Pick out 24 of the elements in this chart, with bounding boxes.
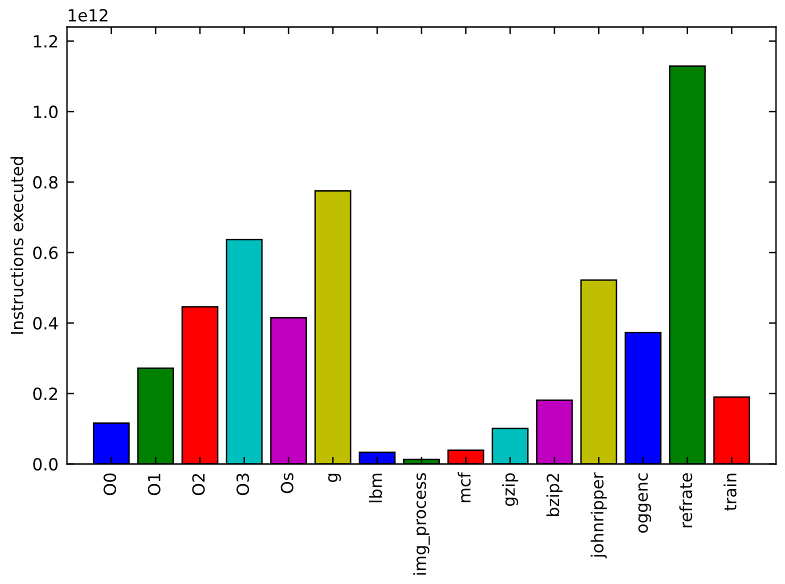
x-tick-label: O1 [148,474,160,496]
y-axis-title: Instructions executed [10,157,24,334]
x-tick-label: refrate [679,473,692,528]
x-tick-label: Os [280,473,294,494]
x-tick-label: oggenc [638,473,652,533]
x-tick-label: johnripper [590,472,607,558]
x-tick-label: gzip [502,473,518,506]
y-tick-label: 0.4 [33,316,58,330]
y-tick-label: 1.2 [34,35,57,48]
x-tick-label: bzip2 [546,474,563,516]
y-tick-label: 0.6 [33,246,58,260]
x-tick-label: mcf [458,472,471,502]
x-tick-label: O2 [192,474,205,496]
y-tick-label: 0.0 [33,458,58,471]
y-tick-label: 0.2 [33,387,57,400]
text: 1e12 [68,8,108,22]
x-tick-label: O3 [236,474,250,496]
x-tick-label: train [724,474,737,511]
x-tick-label: O0 [104,473,116,496]
x-tick-label: g [328,474,341,482]
y-tick-label: 1.0 [34,106,58,118]
x-tick-label: lbm [369,474,382,502]
y-tick-label: 0.8 [33,176,58,189]
x-tick-label: img_process [413,473,430,575]
